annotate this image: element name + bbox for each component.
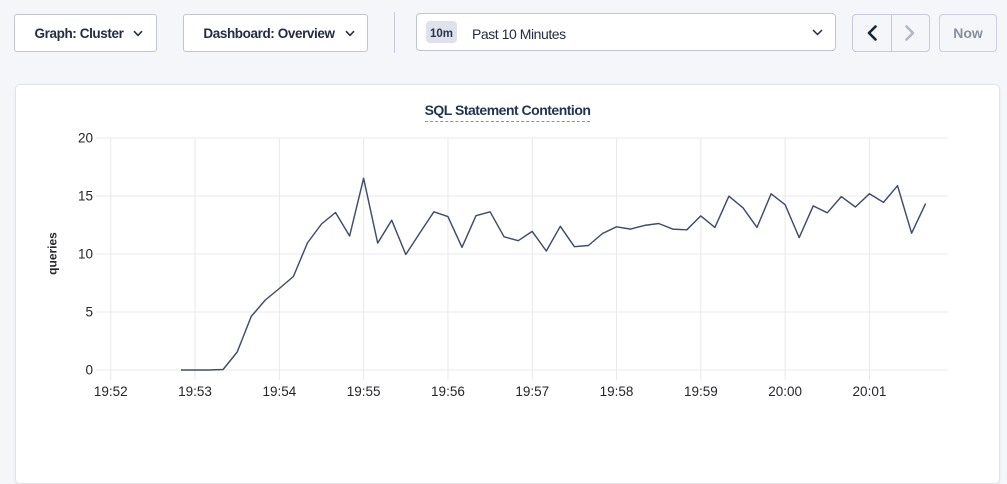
svg-text:19:59: 19:59 (684, 384, 718, 399)
svg-text:15: 15 (78, 189, 93, 204)
svg-text:19:58: 19:58 (600, 384, 634, 399)
svg-text:5: 5 (85, 305, 93, 320)
svg-text:20: 20 (78, 131, 93, 146)
svg-text:20:00: 20:00 (768, 384, 802, 399)
svg-text:19:55: 19:55 (347, 384, 381, 399)
svg-text:10: 10 (78, 247, 93, 262)
svg-text:20:01: 20:01 (853, 384, 887, 399)
svg-text:0: 0 (85, 363, 93, 378)
svg-text:19:54: 19:54 (262, 384, 296, 399)
svg-text:19:52: 19:52 (94, 384, 128, 399)
svg-text:19:56: 19:56 (431, 384, 465, 399)
svg-text:queries: queries (46, 232, 60, 275)
svg-text:19:53: 19:53 (178, 384, 212, 399)
svg-text:19:57: 19:57 (515, 384, 549, 399)
